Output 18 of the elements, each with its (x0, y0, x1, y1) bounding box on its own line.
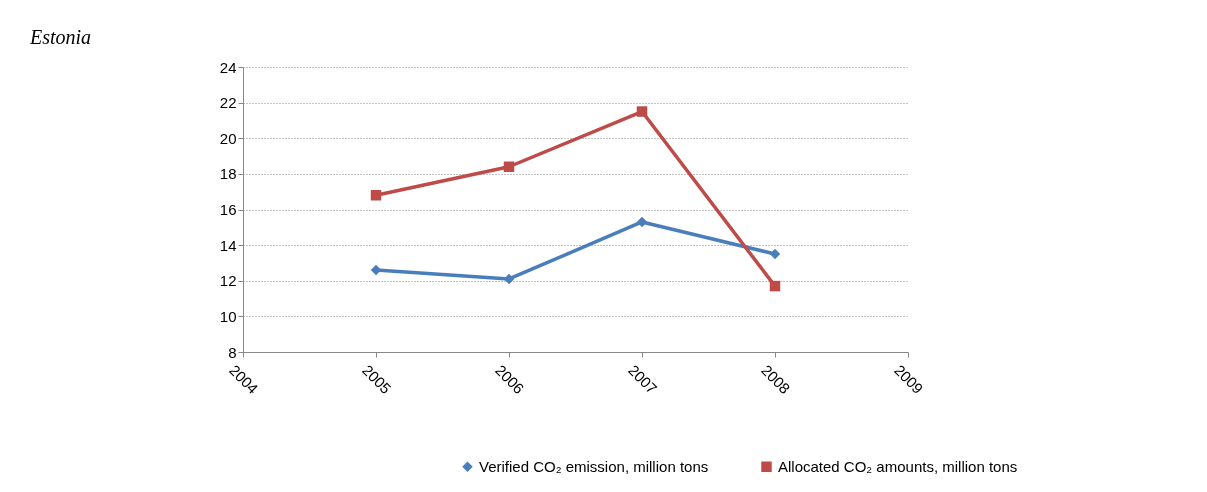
legend-label: Verified CO₂ emission, million tons (479, 457, 709, 475)
y-tick-label: 22 (219, 94, 237, 112)
point (636, 106, 648, 117)
text: Estonia (29, 26, 92, 48)
y-tick-label: 10 (219, 307, 237, 325)
y-tick-label: 8 (228, 343, 237, 361)
y-tick-label: 18 (219, 165, 237, 183)
point (636, 216, 648, 228)
y-tick-label: 20 (219, 129, 237, 147)
point (769, 280, 781, 292)
point (503, 161, 515, 172)
y-tick-label: 16 (219, 201, 237, 218)
legend-label: Allocated CO₂ amounts, million tons (778, 457, 1018, 475)
y-tick-label: 24 (219, 58, 237, 76)
y-tick-label: 14 (219, 236, 237, 254)
point (769, 248, 781, 260)
y-tick-label: 12 (219, 272, 237, 290)
point (370, 190, 382, 201)
